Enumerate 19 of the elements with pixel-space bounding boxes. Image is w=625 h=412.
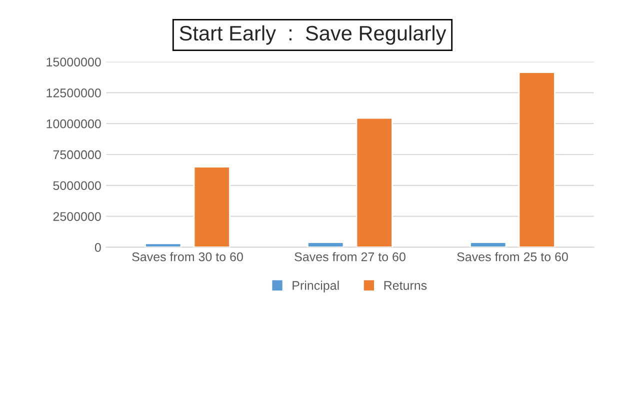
bar [307, 242, 344, 248]
y-tick-label: 5000000 [53, 181, 101, 190]
y-tick-label: 15000000 [46, 58, 101, 66]
y-tick-label: 12500000 [46, 88, 101, 98]
x-tick-label: Saves from 25 to 60 [457, 252, 568, 262]
x-tick-label: Saves from 27 to 60 [294, 252, 406, 262]
y-tick-label: 0 [94, 243, 101, 252]
bar [193, 166, 230, 248]
bar [144, 242, 182, 248]
bar [518, 72, 556, 248]
bar [356, 117, 393, 248]
x-tick-label: Saves from 30 to 60 [132, 252, 243, 262]
bar [470, 242, 507, 248]
y-tick-label: 7500000 [53, 150, 101, 160]
y-tick-label: 2500000 [53, 212, 101, 221]
legend-label: Returns [384, 281, 427, 290]
y-tick-label: 10000000 [46, 119, 101, 128]
legend-label: Principal [292, 280, 339, 292]
chart-title: Start Early : Save Regularly [180, 25, 446, 45]
